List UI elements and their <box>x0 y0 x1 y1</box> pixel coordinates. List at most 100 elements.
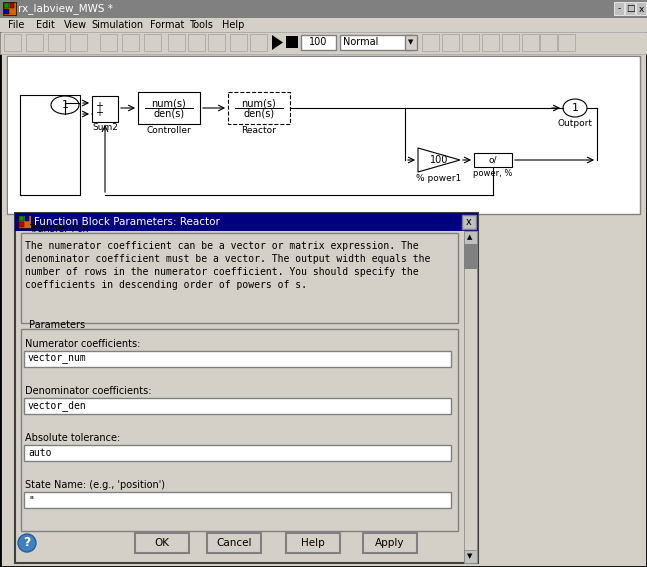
Text: x: x <box>639 5 644 14</box>
Text: ▼: ▼ <box>467 553 473 559</box>
Bar <box>18 215 31 228</box>
Text: ▼: ▼ <box>408 39 413 45</box>
Bar <box>230 34 247 51</box>
Bar <box>464 550 477 563</box>
Text: vector_num: vector_num <box>28 354 87 364</box>
Text: coefficients in descending order of powers of s.: coefficients in descending order of powe… <box>25 280 307 290</box>
Text: Cancel: Cancel <box>216 538 252 548</box>
Text: % power1: % power1 <box>417 174 461 183</box>
Bar <box>482 34 499 51</box>
Bar <box>0 32 647 54</box>
Polygon shape <box>272 35 283 50</box>
Bar <box>286 36 298 48</box>
Bar <box>502 34 519 51</box>
Text: 1: 1 <box>571 103 578 113</box>
Text: Reactor: Reactor <box>241 126 276 135</box>
Bar <box>168 34 185 51</box>
Bar <box>228 92 290 124</box>
Bar <box>422 34 439 51</box>
Text: rx_labview_MWS *: rx_labview_MWS * <box>18 3 113 14</box>
Text: File: File <box>8 20 25 30</box>
Text: ▲: ▲ <box>467 234 473 240</box>
Text: 100: 100 <box>309 37 327 47</box>
Text: power, %: power, % <box>474 169 512 178</box>
Text: Absolute tolerance:: Absolute tolerance: <box>25 433 120 443</box>
Bar <box>0 18 647 32</box>
Bar <box>614 2 624 15</box>
Bar <box>3 2 16 15</box>
Bar <box>15 213 478 231</box>
Text: num(s): num(s) <box>241 98 276 108</box>
Bar <box>286 533 340 553</box>
Bar <box>474 153 512 167</box>
Bar <box>0 0 647 18</box>
Text: auto: auto <box>28 448 52 458</box>
Bar <box>250 34 267 51</box>
Bar <box>405 35 417 50</box>
Bar <box>25 216 29 221</box>
Bar <box>70 34 87 51</box>
Bar <box>464 231 477 244</box>
Text: 100: 100 <box>430 155 448 165</box>
Text: Sum2: Sum2 <box>92 123 118 132</box>
Bar <box>8 57 639 213</box>
Bar <box>92 96 118 122</box>
Bar <box>8 57 639 213</box>
Bar <box>24 398 451 414</box>
Bar <box>522 34 539 51</box>
Bar <box>462 215 476 229</box>
Bar <box>636 2 646 15</box>
Text: Transfer Fcn: Transfer Fcn <box>29 224 89 234</box>
Text: Format: Format <box>150 20 185 30</box>
Bar <box>4 3 9 8</box>
Text: Simulation: Simulation <box>91 20 144 30</box>
Bar <box>442 34 459 51</box>
Bar <box>19 216 24 221</box>
Bar <box>7 56 640 214</box>
Bar <box>625 2 635 15</box>
Bar <box>21 233 458 323</box>
Text: Normal: Normal <box>343 37 378 47</box>
Text: Edit: Edit <box>36 20 55 30</box>
Bar <box>464 231 477 563</box>
Bar <box>26 34 43 51</box>
Bar <box>301 35 336 50</box>
Text: Denominator coefficients:: Denominator coefficients: <box>25 386 151 396</box>
Bar <box>15 213 478 563</box>
Text: ": " <box>28 495 34 505</box>
Bar <box>363 533 417 553</box>
Text: Help: Help <box>222 20 244 30</box>
Text: ?: ? <box>23 536 30 549</box>
Text: +: + <box>95 108 103 118</box>
Text: Parameters: Parameters <box>29 320 85 330</box>
Text: -: - <box>617 5 620 14</box>
Ellipse shape <box>18 534 36 552</box>
Bar <box>208 34 225 51</box>
Text: Controller: Controller <box>147 126 192 135</box>
Text: denominator coefficient must be a vector. The output width equals the: denominator coefficient must be a vector… <box>25 254 430 264</box>
Bar <box>48 34 65 51</box>
Text: x: x <box>466 217 472 227</box>
Bar <box>100 34 117 51</box>
Text: Help: Help <box>301 538 325 548</box>
Bar <box>10 3 14 8</box>
Bar <box>24 445 451 461</box>
Bar <box>19 222 24 227</box>
Text: num(s): num(s) <box>151 98 186 108</box>
Bar <box>340 35 412 50</box>
Text: Function Block Parameters: Reactor: Function Block Parameters: Reactor <box>34 217 220 227</box>
Text: 1: 1 <box>61 100 69 110</box>
Text: Apply: Apply <box>375 538 405 548</box>
Bar <box>24 351 451 367</box>
Text: Numerator coefficients:: Numerator coefficients: <box>25 339 140 349</box>
Bar <box>464 244 477 269</box>
Bar <box>558 34 575 51</box>
Bar <box>4 34 21 51</box>
Bar <box>540 34 557 51</box>
Text: +: + <box>95 101 103 111</box>
Text: OK: OK <box>155 538 170 548</box>
Bar <box>21 329 458 531</box>
Text: The numerator coefficient can be a vector or matrix expression. The: The numerator coefficient can be a vecto… <box>25 241 419 251</box>
Bar <box>4 9 9 14</box>
Text: Tools: Tools <box>188 20 212 30</box>
